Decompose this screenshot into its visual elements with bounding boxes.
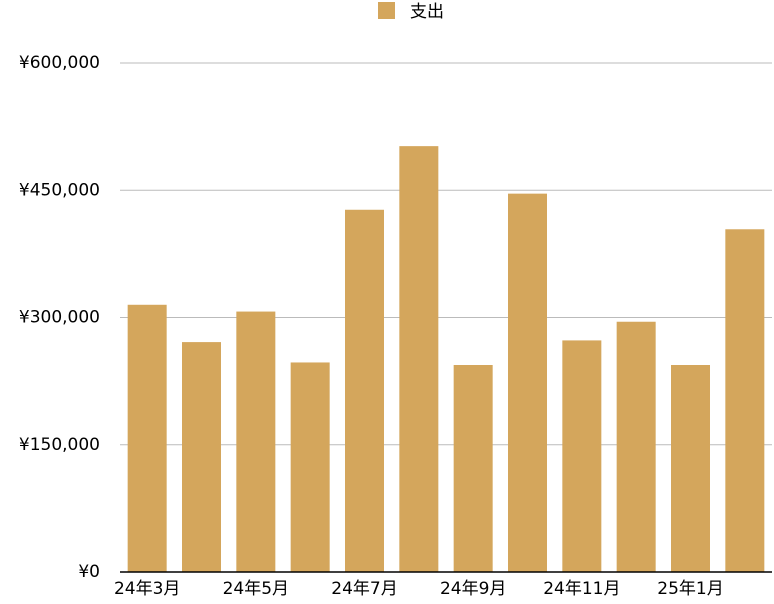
y-tick-label: ¥450,000 [19, 180, 100, 200]
x-tick-label: 24年9月 [440, 579, 506, 599]
bar [127, 304, 167, 572]
bar [236, 311, 276, 572]
x-tick-label: 25年1月 [657, 579, 723, 599]
x-tick-label: 24年7月 [331, 579, 397, 599]
legend-label: 支出 [410, 2, 444, 22]
bar [453, 365, 493, 572]
bar [725, 229, 765, 573]
bar [616, 321, 656, 572]
bar [182, 342, 221, 572]
y-tick-label: ¥600,000 [19, 53, 100, 73]
bar [508, 193, 547, 573]
bar [562, 340, 602, 572]
legend-swatch [378, 2, 395, 19]
y-tick-label: ¥300,000 [19, 308, 100, 328]
y-tick-label: ¥0 [78, 562, 100, 582]
bar [399, 146, 439, 573]
bar [345, 209, 384, 573]
y-tick-label: ¥150,000 [19, 435, 100, 455]
x-tick-label: 24年11月 [543, 579, 620, 599]
bar [290, 362, 330, 572]
x-tick-label: 24年3月 [114, 579, 180, 599]
x-tick-label: 24年5月 [223, 579, 289, 599]
bar [671, 365, 710, 572]
